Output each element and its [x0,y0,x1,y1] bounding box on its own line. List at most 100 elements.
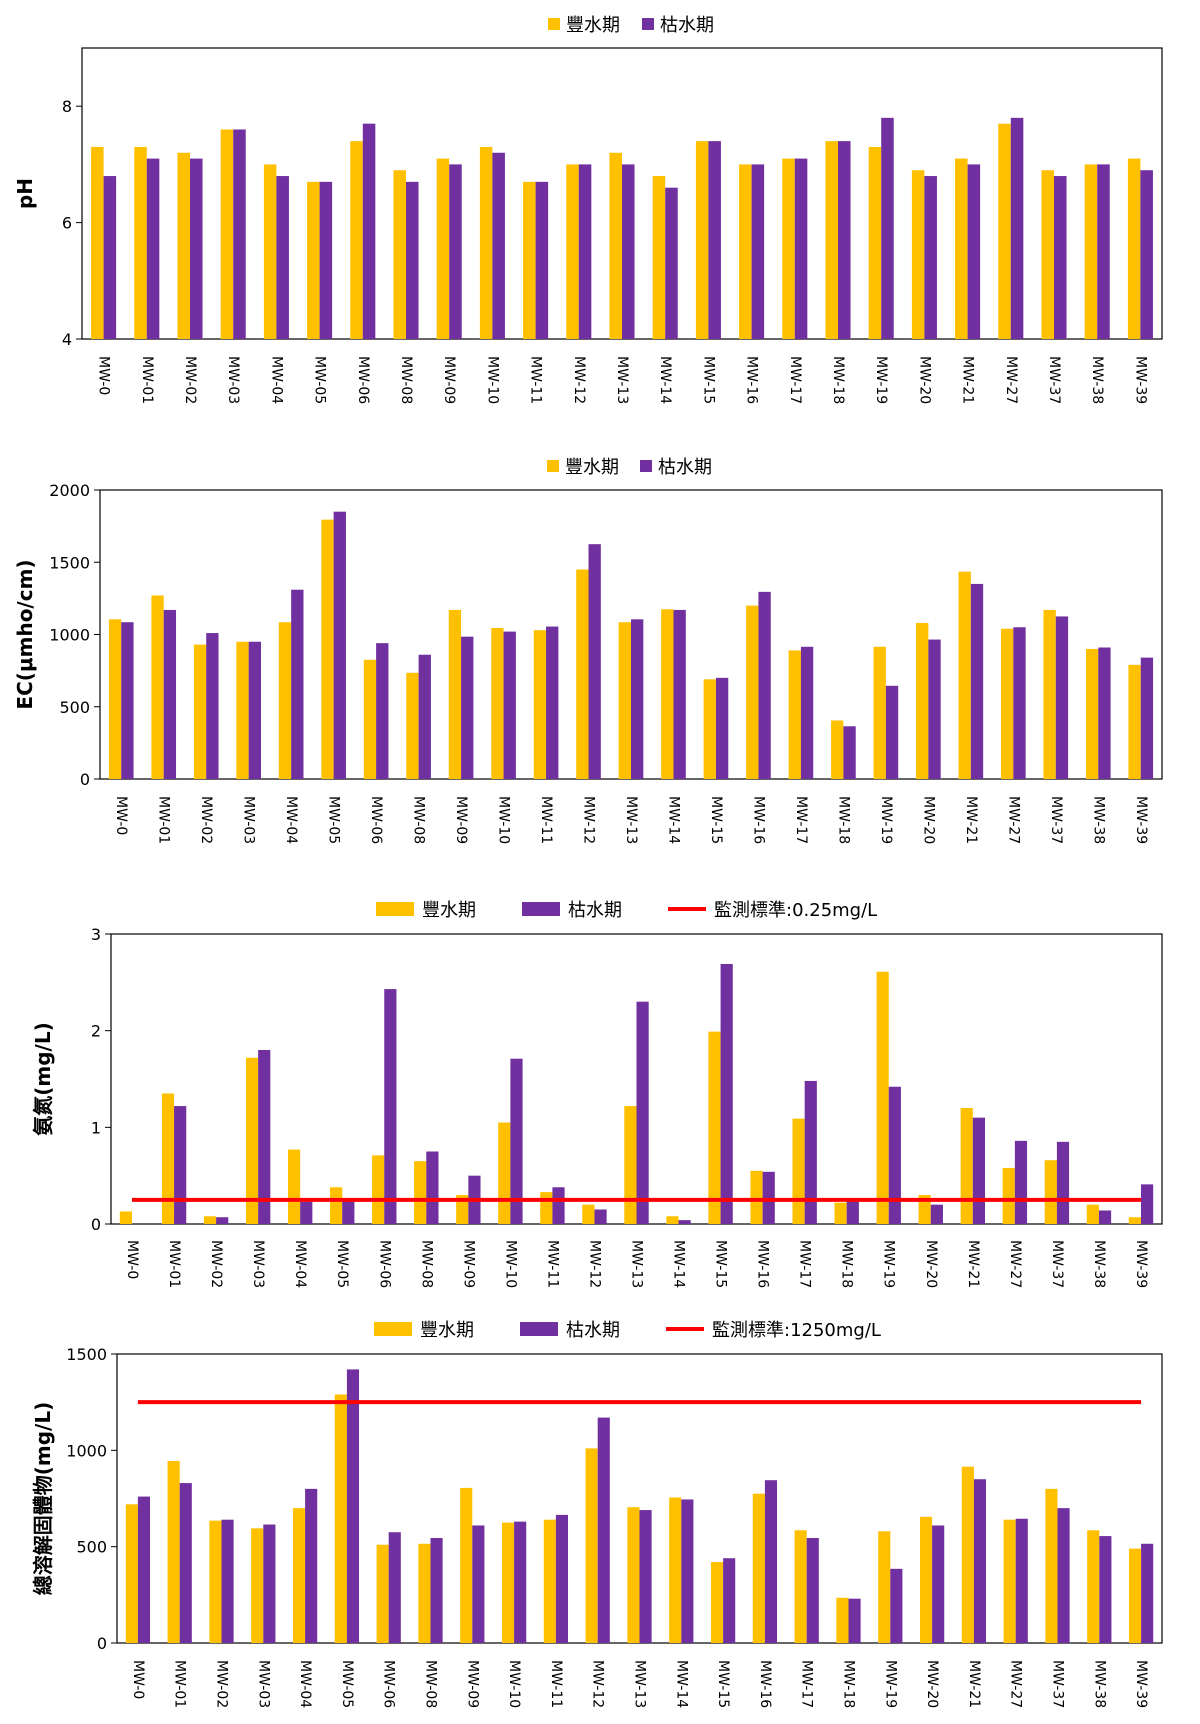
bar-dry-season [535,181,549,339]
category-label: MW-12 [571,356,587,404]
bar-wet-season [523,181,536,339]
category-label: MW-01 [172,1660,188,1708]
y-tick-label: 4 [62,330,72,349]
legend-label: 枯水期 [568,900,622,921]
bar-wet-season [292,1508,306,1643]
category-label: MW-01 [156,796,172,844]
bar-wet-season [456,1195,469,1224]
bar-dry-season [888,1086,901,1224]
bar-wet-season [831,720,844,779]
bar-wet-season [363,659,377,779]
bar-wet-season [836,1597,849,1643]
category-label: MW-38 [1091,1240,1107,1288]
bar-dry-season [449,164,462,339]
bar-dry-season [639,1510,652,1643]
category-label: MW-08 [423,1660,439,1708]
category-label: MW-04 [297,1660,313,1708]
bar-dry-season [216,1217,229,1224]
legend-swatch-wet [548,18,560,30]
bar-dry-season [681,1499,694,1643]
ec-chart: 0 500 1000 1500 2000 EC(μmho/cm) MW-0 MW-01 MW-0… [13,457,1163,844]
bar-dry-season [1054,176,1067,339]
category-label: MW-08 [411,796,427,844]
bar-wet-season [287,1149,301,1224]
category-label: MW-16 [755,1240,771,1288]
category-label: MW-21 [963,796,979,844]
bar-wet-season [193,644,207,779]
legend-swatch-wet [376,902,414,916]
bar-dry-season [103,176,117,339]
category-label: MW-10 [506,1660,522,1708]
bar-dry-season [764,1480,778,1643]
category-label: MW-19 [882,1660,898,1708]
y-tick-label: 0 [91,1215,101,1234]
bar-wet-season [406,672,419,779]
category-label: MW-11 [548,1660,564,1708]
bar-dry-season [708,141,721,339]
bar-wet-season [393,170,406,339]
category-label: MW-10 [496,796,512,844]
bar-dry-season [881,117,894,339]
category-label: MW-14 [657,356,673,404]
bar-wet-season [151,595,164,779]
bar-dry-season [843,726,856,779]
bar-dry-season [838,141,851,339]
category-label: MW-10 [484,356,500,404]
bar-wet-season [321,519,334,779]
category-label: MW-01 [166,1240,182,1288]
category-label: MW-20 [923,1240,939,1288]
category-label: MW-27 [1007,1240,1023,1288]
category-label: MW-03 [250,1240,266,1288]
bar-wet-season [1127,158,1141,339]
bar-wet-season [788,650,801,779]
bar-wet-season [177,152,190,339]
category-label: MW-04 [283,796,299,844]
y-tick-label: 0 [80,770,90,789]
category-label: MW-06 [355,356,371,404]
bar-wet-season [460,1487,473,1643]
bar-dry-season [794,158,808,339]
bar-wet-season [652,176,666,339]
category-label: MW-21 [966,1660,982,1708]
category-label: MW-08 [418,1240,434,1288]
category-label: MW-02 [198,796,214,844]
bar-dry-season [1098,647,1111,779]
bar-wet-season [1002,1167,1015,1224]
bar-dry-season [174,1106,187,1224]
category-label: MW-19 [878,796,894,844]
category-label: MW-02 [182,356,198,404]
category-label: MW-05 [326,796,342,844]
bar-wet-season [334,1394,347,1643]
bar-wet-season [955,158,968,339]
category-label: MW-09 [460,1240,476,1288]
bar-wet-season [739,164,752,339]
category-label: MW-19 [873,356,889,404]
bar-dry-season [751,164,765,339]
bar-dry-season [678,1220,691,1224]
category-label: MW-02 [214,1660,230,1708]
bar-dry-season [928,639,941,779]
bar-dry-season [723,1558,736,1643]
bar-wet-season [448,609,462,779]
bar-wet-season [1128,1548,1142,1643]
bar-dry-season [552,1187,565,1224]
bar-wet-season [1086,1204,1099,1224]
bar-wet-season [576,569,589,779]
bar-wet-season [1041,170,1054,339]
legend-label: 豐水期 [566,15,620,36]
bar-dry-season [305,1488,318,1643]
category-label: MW-08 [398,356,414,404]
y-tick-label: 500 [59,698,90,717]
bar-dry-season [376,643,389,779]
category-label: MW-12 [590,1660,606,1708]
bar-dry-season [333,511,346,779]
bar-dry-season [503,631,516,779]
bar-wet-season [1085,648,1099,779]
bar-dry-season [1056,1141,1070,1224]
y-tick-label: 8 [62,97,72,116]
category-label: MW-37 [1050,1660,1066,1708]
bar-wet-season [1128,1217,1141,1224]
category-label: MW-27 [1003,356,1019,404]
bar-wet-season [533,630,547,779]
bar-dry-season [1013,627,1026,779]
